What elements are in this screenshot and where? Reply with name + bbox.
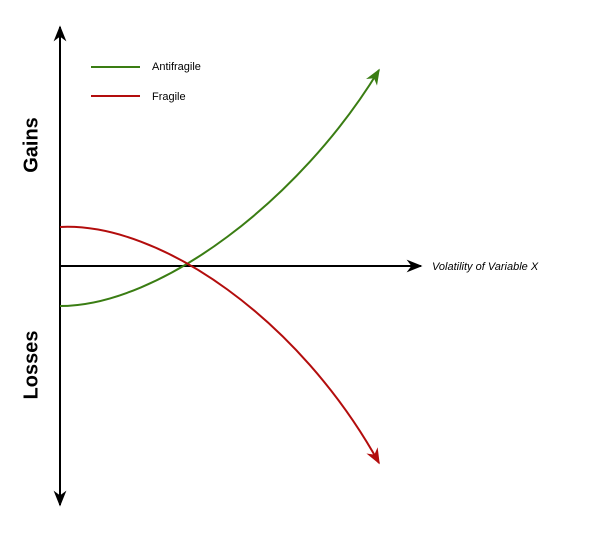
losses-label: Losses (20, 331, 42, 400)
legend-label: Fragile (152, 91, 186, 103)
x-axis-label: Volatility of Variable X (432, 261, 539, 273)
gains-label: Gains (20, 117, 42, 173)
fragile-curve (59, 225, 380, 465)
legend-label: Antifragile (152, 61, 201, 73)
antifragile-curve (59, 68, 380, 307)
